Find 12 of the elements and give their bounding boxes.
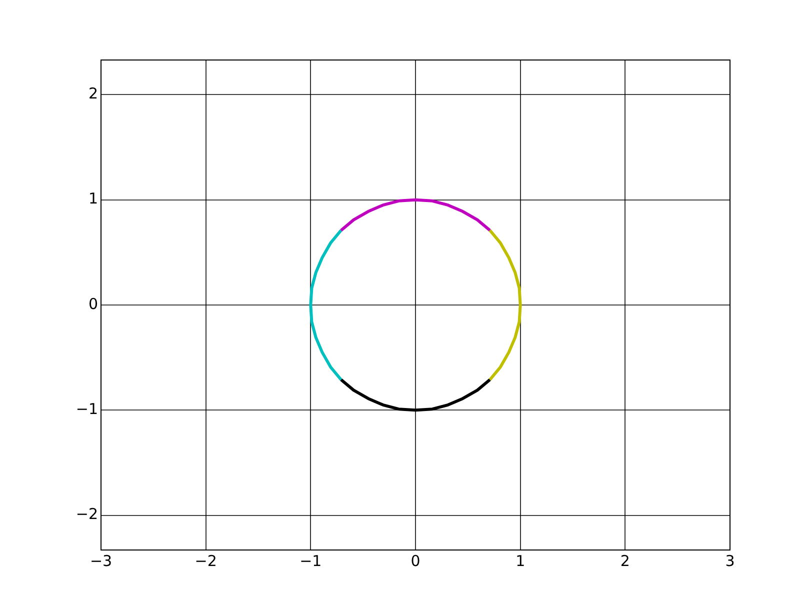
x-tick-label: 3 [725,552,735,570]
y-tick-label: 1 [88,190,98,208]
y-tick-label: −1 [76,400,98,418]
x-tick-label: −2 [194,552,217,570]
x-tick-label: 1 [516,552,526,570]
x-tick-label: −1 [300,552,322,570]
x-tick-label: 0 [410,552,420,570]
y-tick-label: 2 [88,84,98,103]
y-tick-label: 0 [88,294,98,313]
x-tick-label: 2 [620,552,630,570]
x-tick-label: −3 [90,552,112,570]
y-tick-label: −2 [76,505,98,524]
